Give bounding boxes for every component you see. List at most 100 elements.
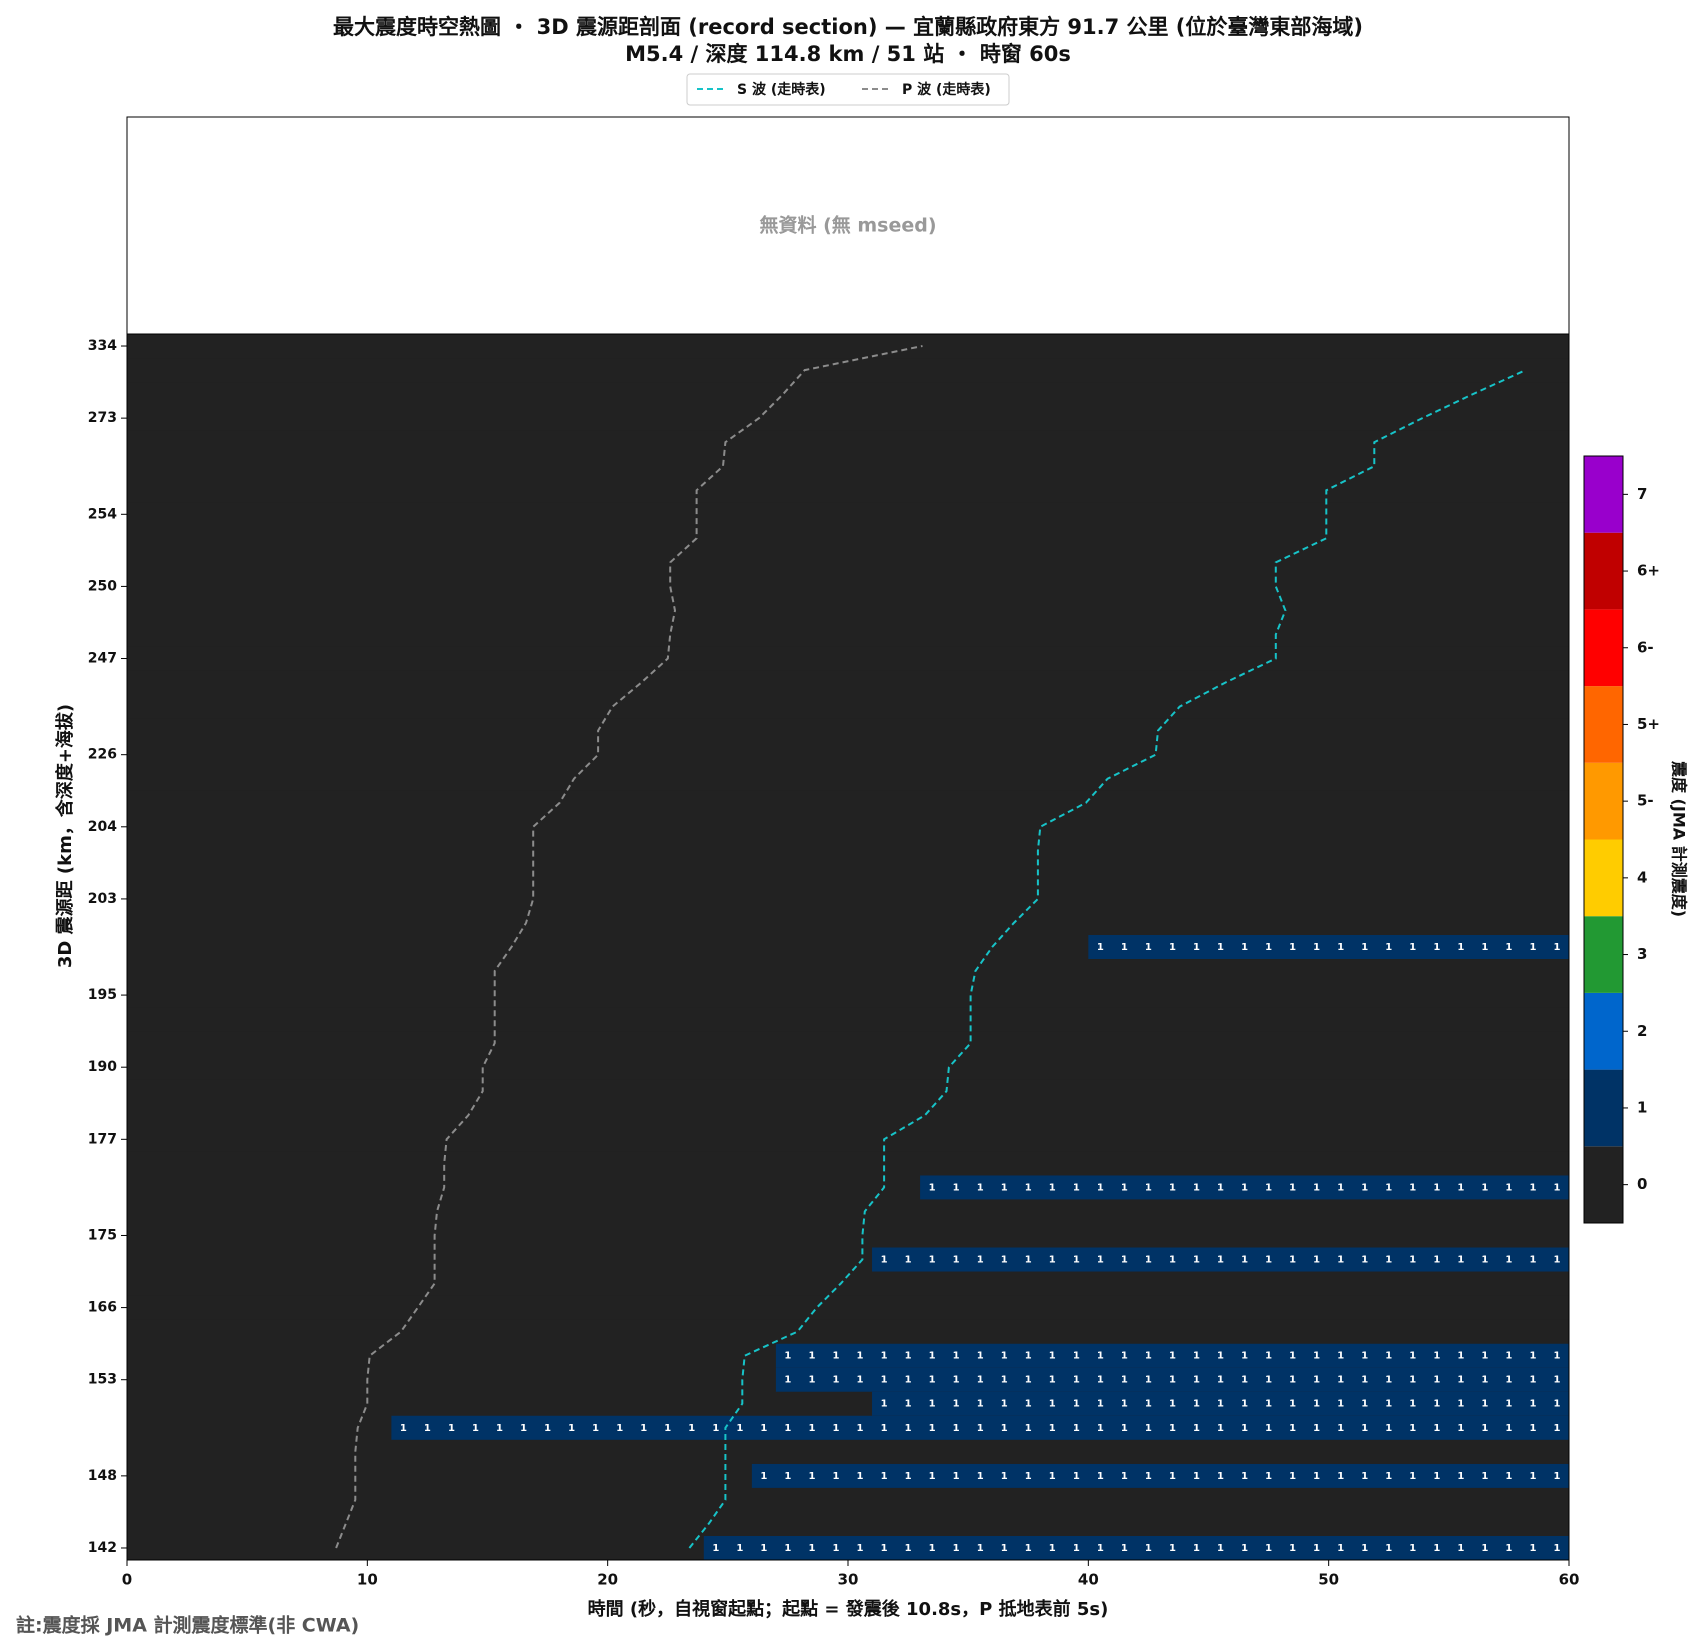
cell-label: 1: [448, 1423, 455, 1434]
cell-label: 1: [1145, 1543, 1152, 1554]
cell-label: 1: [1217, 1351, 1224, 1362]
cell-label: 1: [1217, 1543, 1224, 1554]
cell-label: 1: [1193, 1351, 1200, 1362]
cell-label: 1: [1553, 1471, 1560, 1482]
cell-label: 1: [977, 1182, 984, 1193]
heat-row: [127, 550, 1569, 575]
cell-label: 1: [1481, 1471, 1488, 1482]
cell-label: 1: [1241, 942, 1248, 953]
heat-row: [127, 454, 1569, 479]
cell-label: 1: [1433, 1423, 1440, 1434]
cell-label: 1: [1457, 1375, 1464, 1386]
cell-label: 1: [1025, 1182, 1032, 1193]
cell-label: 1: [760, 1423, 767, 1434]
cell-label: 1: [1097, 1543, 1104, 1554]
cell-label: 1: [1097, 1375, 1104, 1386]
cell-label: 1: [1361, 1399, 1368, 1410]
cell-label: 1: [1553, 1182, 1560, 1193]
heat-row: [127, 862, 1569, 887]
cell-label: 1: [1217, 1255, 1224, 1266]
cell-label: 1: [1193, 1471, 1200, 1482]
cell-label: 1: [1241, 1399, 1248, 1410]
cell-label: 1: [1361, 1471, 1368, 1482]
cell-label: 1: [1433, 1471, 1440, 1482]
colorbar-swatch: [1584, 532, 1623, 610]
cell-label: 1: [1481, 1423, 1488, 1434]
cell-label: 1: [1289, 1182, 1296, 1193]
heat-row: [127, 1007, 1569, 1032]
cell-label: 1: [1265, 1351, 1272, 1362]
y-tick-label: 190: [88, 1059, 117, 1075]
cell-label: 1: [1193, 1399, 1200, 1410]
cell-label: 1: [977, 1375, 984, 1386]
cell-label: 1: [1529, 942, 1536, 953]
cell-label: 1: [1337, 1399, 1344, 1410]
cell-label: 1: [1241, 1543, 1248, 1554]
heat-row: [127, 1151, 1569, 1176]
cell-label: 1: [1121, 1351, 1128, 1362]
cell-label: 1: [1265, 1471, 1272, 1482]
cell-label: 1: [1505, 1423, 1512, 1434]
cell-label: 1: [1385, 1399, 1392, 1410]
cell-label: 1: [1505, 1543, 1512, 1554]
colorbar-swatch: [1584, 916, 1623, 993]
cell-label: 1: [1337, 1471, 1344, 1482]
cell-label: 1: [1097, 1423, 1104, 1434]
cell-label: 1: [1073, 1543, 1080, 1554]
cell-label: 1: [1337, 1543, 1344, 1554]
cell-label: 1: [1505, 1182, 1512, 1193]
cell-label: 1: [1481, 1399, 1488, 1410]
y-tick-label: 254: [88, 506, 117, 522]
colorbar-swatch: [1584, 686, 1623, 763]
cell-label: 1: [1433, 1543, 1440, 1554]
cell-label: 1: [568, 1423, 575, 1434]
cell-label: 1: [857, 1423, 864, 1434]
cell-label: 1: [1409, 1471, 1416, 1482]
cell-label: 1: [1049, 1375, 1056, 1386]
x-tick-label: 30: [838, 1571, 859, 1589]
colorbar-tick-label: 1: [1637, 1098, 1647, 1116]
heat-row: [127, 1199, 1569, 1224]
y-tick-label: 334: [88, 338, 117, 354]
cell-label: 1: [1409, 1543, 1416, 1554]
colorbar-swatch: [1584, 609, 1623, 687]
cell-label: 1: [1505, 1255, 1512, 1266]
colorbar-swatch: [1584, 762, 1623, 840]
cell-label: 1: [1361, 1423, 1368, 1434]
cell-label: 1: [977, 1423, 984, 1434]
cell-label: 1: [1169, 1423, 1176, 1434]
cell-label: 1: [1409, 942, 1416, 953]
cell-label: 1: [1145, 1375, 1152, 1386]
cell-label: 1: [1169, 1543, 1176, 1554]
cell-label: 1: [1313, 1375, 1320, 1386]
cell-label: 1: [1169, 1375, 1176, 1386]
cell-label: 1: [1097, 1255, 1104, 1266]
chart-subtitle: M5.4 / 深度 114.8 km / 51 站 ・ 時窗 60s: [625, 42, 1071, 66]
cell-label: 1: [881, 1351, 888, 1362]
x-tick-label: 60: [1559, 1571, 1580, 1589]
cell-label: 1: [881, 1399, 888, 1410]
colorbar-swatch: [1584, 456, 1623, 533]
cell-label: 1: [1505, 1399, 1512, 1410]
cell-label: 1: [1025, 1543, 1032, 1554]
cell-label: 1: [1265, 1543, 1272, 1554]
cell-label: 1: [1481, 942, 1488, 953]
cell-label: 1: [1217, 942, 1224, 953]
cell-label: 1: [1265, 1423, 1272, 1434]
cell-label: 1: [760, 1471, 767, 1482]
cell-label: 1: [1313, 1255, 1320, 1266]
cell-label: 1: [1289, 1399, 1296, 1410]
cell-label: 1: [1481, 1543, 1488, 1554]
cell-label: 1: [808, 1423, 815, 1434]
cell-label: 1: [1313, 1471, 1320, 1482]
cell-label: 1: [1457, 1543, 1464, 1554]
cell-label: 1: [1361, 1375, 1368, 1386]
cell-label: 1: [1289, 1255, 1296, 1266]
cell-label: 1: [1121, 1182, 1128, 1193]
cell-label: 1: [1121, 1375, 1128, 1386]
cell-label: 1: [1025, 1423, 1032, 1434]
cell-label: 1: [712, 1423, 719, 1434]
cell-label: 1: [1025, 1255, 1032, 1266]
heat-row: [127, 1319, 1569, 1344]
heat-row: [127, 1295, 1569, 1320]
